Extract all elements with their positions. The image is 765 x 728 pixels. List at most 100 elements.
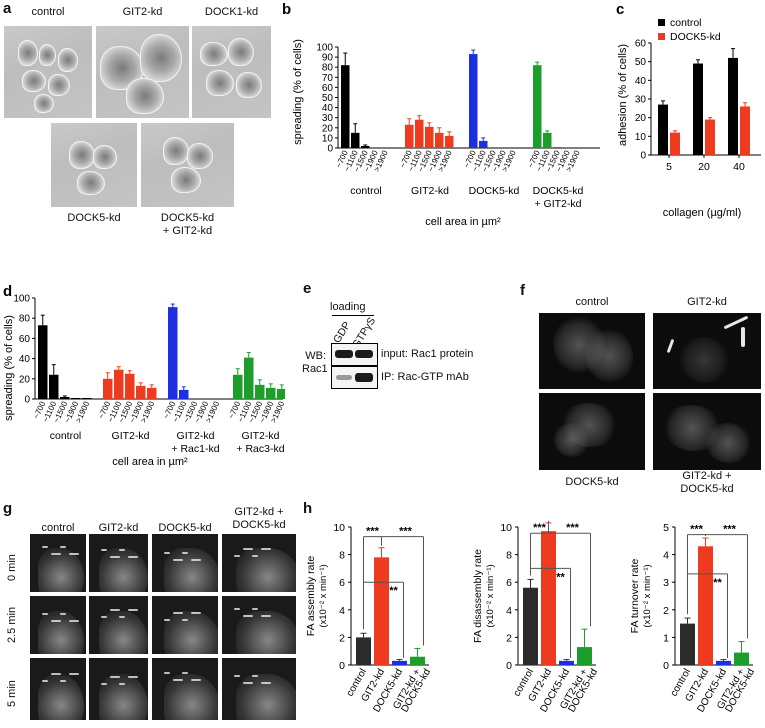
panel-g-col-label-3: GIT2-kd + DOCK5-kd xyxy=(232,506,286,531)
d-bar-0-3 xyxy=(71,397,81,399)
panel-e-letter: e xyxy=(303,280,312,297)
panel-e-loading: loading xyxy=(330,301,366,313)
c-ytick-3: 30 xyxy=(635,95,647,106)
h-ylabel-assembly: FA assembly rate xyxy=(305,556,317,637)
panel-b-ylabel: spreading (% of cells) xyxy=(292,39,304,145)
h-sig-disassembly-0: *** xyxy=(533,522,547,534)
b-group-label-3: DOCK5-kd xyxy=(533,185,584,197)
micrograph-g-0-0 xyxy=(30,534,86,592)
h-bar-disassembly-3 xyxy=(577,647,592,665)
b-bar-0-1 xyxy=(351,132,360,148)
h-ytick-turnover-1: 1 xyxy=(663,632,669,644)
b-ytick-6: 60 xyxy=(322,83,334,94)
d-ytick-1: 20 xyxy=(19,374,31,385)
h-sig-turnover-0: *** xyxy=(690,524,704,536)
panel-c-letter: c xyxy=(616,1,624,18)
d-bar-0-2 xyxy=(60,396,70,399)
c-xtick-2: 40 xyxy=(733,161,745,173)
panel-a-label-0: control xyxy=(31,6,65,18)
h-ylabel-disassembly: FA disassembly rate xyxy=(472,549,484,643)
b-ytick-10: 100 xyxy=(316,43,333,54)
b-bar-0-0 xyxy=(341,65,350,148)
d-group-label-3-1: + Rac3-kd xyxy=(236,443,284,455)
micrograph-g-1-0 xyxy=(30,596,86,654)
c-xtick-0: 5 xyxy=(666,161,672,173)
c-bar-0-0 xyxy=(658,104,668,155)
panel-f-bottom-label-1: GIT2-kd + DOCK5-kd xyxy=(680,470,734,495)
panel-g-row-label-2: 5 min xyxy=(6,680,18,707)
loading-line xyxy=(332,315,374,316)
micrograph-g-0-2 xyxy=(152,534,218,592)
b-bar-3-1 xyxy=(543,132,552,148)
h-bar-assembly-1 xyxy=(374,557,389,665)
panel-h-letter: h xyxy=(303,500,313,517)
h-sig-disassembly-1: *** xyxy=(566,522,580,534)
row-label-input: input: Rac1 protein xyxy=(381,348,474,360)
d-group-label-0: control xyxy=(50,430,82,442)
d-group-label-3: GIT2-kd xyxy=(242,430,280,442)
micrograph-a-git2kd xyxy=(96,26,189,118)
legend-swatch-control xyxy=(658,19,665,26)
d-bar-1-2 xyxy=(125,373,135,399)
b-bar-1-2 xyxy=(425,126,434,148)
micrograph-g-2-1 xyxy=(89,658,148,720)
chart-panel-c: c adhesion (% of cells) 0 10 20 30 40 50 60 5 2… xyxy=(616,1,761,219)
h-yunit-turnover: (x10⁻² x min⁻¹) xyxy=(642,564,653,627)
b-ytick-4: 40 xyxy=(322,103,334,114)
c-bar-0-2 xyxy=(728,57,738,155)
d-bar-2-0 xyxy=(168,307,178,399)
micrograph-g-0-3 xyxy=(222,534,296,592)
d-bar-3-4 xyxy=(277,388,285,399)
panel-a-label-4: DOCK5-kd + GIT2-kd xyxy=(160,212,215,237)
panel-b-xlabel: cell area in µm² xyxy=(425,216,501,228)
d-group-label-1: GIT2-kd xyxy=(112,430,150,442)
b-bar-3-2 xyxy=(553,146,562,148)
c-ytick-2: 20 xyxy=(635,113,647,124)
h-chart-assembly: FA assembly rate (x10⁻² x min⁻¹)0246810co… xyxy=(305,522,433,714)
b-bar-1-0 xyxy=(405,124,414,148)
b-ytick-2: 20 xyxy=(322,123,334,134)
c-ytick-5: 50 xyxy=(635,57,647,68)
h-yunit-disassembly: (x10⁻² x min⁻¹) xyxy=(485,564,496,627)
h-sig-assembly-2: ** xyxy=(389,585,398,597)
d-bar-3-0 xyxy=(233,374,243,399)
legend-label-control: control xyxy=(670,17,702,29)
chart-panel-h: FA assembly rate (x10⁻² x min⁻¹)0246810co… xyxy=(305,520,757,714)
b-bar-1-1 xyxy=(415,119,424,148)
h-bar-turnover-3 xyxy=(734,652,749,665)
c-ytick-6: 60 xyxy=(635,39,647,50)
d-bar-0-1 xyxy=(49,374,59,399)
micrograph-a-dock5-git2kd xyxy=(141,123,234,207)
h-chart-turnover: FA turnover rate (x10⁻² x min⁻¹)012345con… xyxy=(629,522,757,714)
micrograph-g-2-2 xyxy=(152,658,218,720)
h-sig-disassembly-2: ** xyxy=(556,571,565,583)
panel-a-label-3: DOCK5-kd xyxy=(67,212,121,224)
h-bar-assembly-3 xyxy=(410,656,425,665)
h-bar-disassembly-0 xyxy=(523,587,538,665)
c-ytick-1: 10 xyxy=(635,132,647,143)
d-bar-3-2 xyxy=(255,384,265,399)
b-bar-2-0 xyxy=(469,54,478,148)
b-bar-1-4 xyxy=(445,135,454,148)
h-ytick-assembly-4: 8 xyxy=(339,550,345,562)
c-bar-0-1 xyxy=(693,63,703,155)
h-bar-disassembly-1 xyxy=(541,531,556,665)
b-bar-0-2 xyxy=(361,145,370,148)
panel-f-top-label-0: control xyxy=(575,296,609,308)
h-ylabel-turnover: FA turnover rate xyxy=(629,558,641,633)
h-ytick-turnover-5: 5 xyxy=(663,522,669,534)
panel-g-row-label-0: 0 min xyxy=(6,554,18,581)
d-group-label-2: GIT2-kd xyxy=(177,430,215,442)
micrograph-f-control xyxy=(539,313,645,389)
d-bar-2-1 xyxy=(179,389,189,399)
b-group-label-2: DOCK5-kd xyxy=(469,185,520,197)
c-bar-1-1 xyxy=(705,119,715,155)
blot-ip xyxy=(331,366,378,389)
h-sig-assembly-1: *** xyxy=(399,526,413,538)
b-ytick-1: 10 xyxy=(322,133,334,144)
h-yunit-assembly: (x10⁻² x min⁻¹) xyxy=(318,564,329,627)
h-bar-turnover-1 xyxy=(698,546,713,665)
panel-g-col-label-0: control xyxy=(41,522,75,534)
h-ytick-assembly-3: 6 xyxy=(339,577,345,589)
